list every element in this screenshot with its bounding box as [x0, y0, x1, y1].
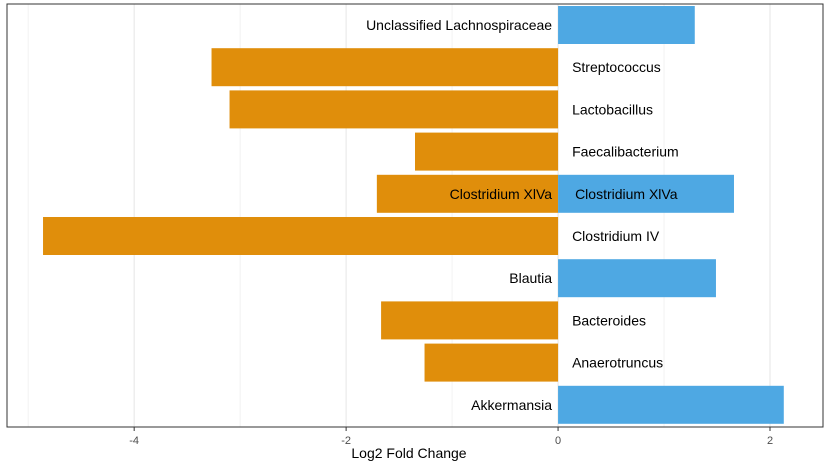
bar-label: Lactobacillus: [572, 101, 653, 117]
bar: [43, 217, 559, 255]
bar-label: Akkermansia: [471, 397, 552, 413]
bar-label: Unclassified Lachnospiraceae: [366, 17, 552, 33]
bar: [424, 343, 559, 382]
bar-label: Clostridium XlVa: [450, 186, 553, 202]
bar: [415, 132, 559, 171]
bar: [558, 385, 784, 424]
plot-panel-border: [6, 3, 824, 428]
x-tick-label: 2: [767, 435, 773, 447]
bar-labels: Unclassified Lachnospiraceae Streptococcu…: [366, 17, 679, 413]
x-axis-title: Log2 Fold Change: [351, 445, 466, 461]
bar: [211, 48, 559, 87]
bar-label: Clostridium IV: [572, 228, 660, 244]
x-tick-label: 0: [555, 435, 561, 447]
bar: [558, 174, 734, 213]
bar: [229, 90, 559, 129]
bars: [43, 6, 784, 424]
bar-label: Bacteroides: [572, 312, 646, 328]
bar: [558, 6, 695, 44]
bar-label: Anaerotruncus: [572, 355, 663, 371]
bar-label: Clostridium XlVa: [575, 186, 678, 202]
x-tick-label: -4: [129, 435, 139, 447]
bar: [376, 174, 559, 213]
bar-label: Streptococcus: [572, 59, 661, 75]
bar-label: Faecalibacterium: [572, 144, 679, 160]
x-axis-ticks: -4 -2 0 2: [129, 427, 773, 447]
bar-label: Blautia: [509, 270, 552, 286]
bar: [381, 301, 559, 340]
x-tick-label: -2: [341, 435, 351, 447]
bar: [558, 259, 716, 298]
